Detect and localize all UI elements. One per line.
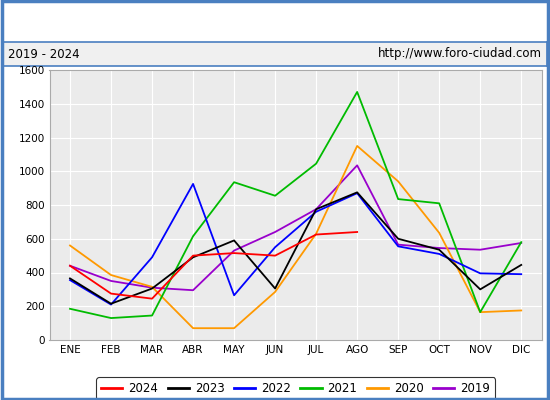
Legend: 2024, 2023, 2022, 2021, 2020, 2019: 2024, 2023, 2022, 2021, 2020, 2019 [96,377,495,400]
Text: 2019 - 2024: 2019 - 2024 [8,48,80,60]
Text: Evolucion Nº Turistas Nacionales en el municipio de Carucedo: Evolucion Nº Turistas Nacionales en el m… [69,14,481,26]
Text: http://www.foro-ciudad.com: http://www.foro-ciudad.com [378,48,542,60]
